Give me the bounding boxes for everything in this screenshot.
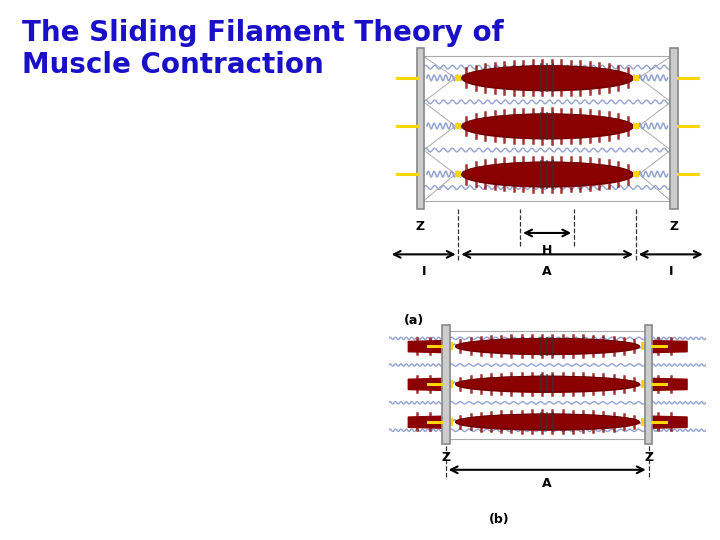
Bar	[417, 49, 424, 209]
Text: The Sliding Filament Theory of
Muscle Contraction: The Sliding Filament Theory of Muscle Co…	[22, 19, 503, 79]
Text: (b): (b)	[490, 512, 510, 526]
Text: I: I	[668, 265, 673, 278]
Text: A: A	[542, 265, 552, 278]
Bar	[442, 326, 449, 444]
Bar	[645, 326, 652, 444]
Text: Z: Z	[441, 451, 451, 464]
Bar	[670, 49, 678, 209]
Text: Z: Z	[670, 220, 678, 233]
Text: H: H	[542, 244, 552, 256]
Text: Z: Z	[644, 451, 653, 464]
Text: A: A	[542, 477, 552, 490]
Text: Z: Z	[416, 220, 425, 233]
Text: I: I	[421, 265, 426, 278]
Text: (a): (a)	[404, 314, 424, 327]
